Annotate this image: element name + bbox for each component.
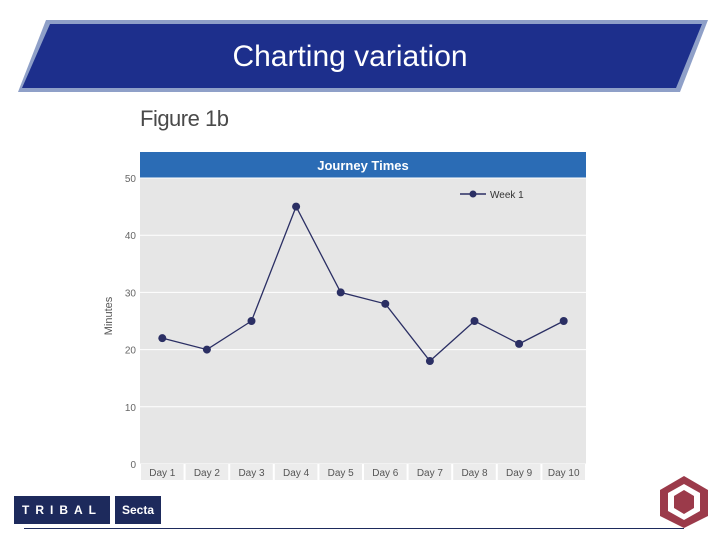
data-point [336,288,345,297]
data-point [158,334,167,343]
figure-label: Figure 1b [140,106,229,131]
data-point [470,317,479,325]
x-category-cell [542,464,585,480]
x-axis-categories: Day 1 Day 2 Day 3 Day 4 Day 5 Day 6 Day 7 Day 8… [141,464,585,480]
y-tick-label: 20 [125,346,137,357]
emblem-icon [660,476,708,528]
secta-logo: Secta [115,496,161,524]
y-tick-label: 10 [125,403,137,414]
slide-title: Charting variation [232,40,468,73]
x-tick-label: Day 7 [417,468,444,479]
data-point [292,202,301,211]
chart-header-bar [140,152,586,178]
x-tick-label: Day 4 [283,468,310,479]
legend: Week 1 [460,190,524,201]
y-tick-label: 30 [125,288,137,299]
data-point [425,357,434,366]
footer-divider [24,528,684,529]
x-category-cell [453,464,496,480]
y-axis-label: Minutes [103,296,115,335]
x-category-cell [319,464,362,480]
x-tick-label: Day 2 [194,468,221,479]
plot-area [140,178,586,464]
title-banner [18,20,708,92]
x-category-cell [408,464,452,480]
x-category-cell [141,464,184,480]
y-axis-ticks: 0 10 20 30 40 50 [125,174,137,471]
x-tick-label: Day 8 [461,468,488,479]
series-points [158,202,568,366]
legend-marker [469,190,477,198]
x-tick-label: Day 5 [328,468,355,479]
legend-label-week-1: Week 1 [490,190,524,201]
data-point [247,317,256,325]
data-point [559,317,568,325]
x-tick-label: Day 9 [506,468,533,479]
x-tick-label: Day 3 [238,468,265,479]
y-tick-label: 50 [125,174,137,185]
x-category-cell [274,464,318,480]
y-tick-label: 40 [125,231,137,242]
x-category-cell [185,464,229,480]
x-tick-label: Day 1 [149,468,176,479]
y-tick-label: 0 [130,460,136,471]
x-tick-label: Day 10 [548,468,580,479]
data-point [515,339,524,348]
x-category-cell [230,464,273,480]
x-tick-label: Day 6 [372,468,399,479]
data-point [381,299,390,308]
series-line-week-1 [162,205,564,362]
data-point [202,345,211,354]
x-category-cell [364,464,407,480]
x-category-cell [497,464,541,480]
tribal-logo: TRIBAL [14,496,110,524]
chart-title: Journey Times [317,158,409,173]
